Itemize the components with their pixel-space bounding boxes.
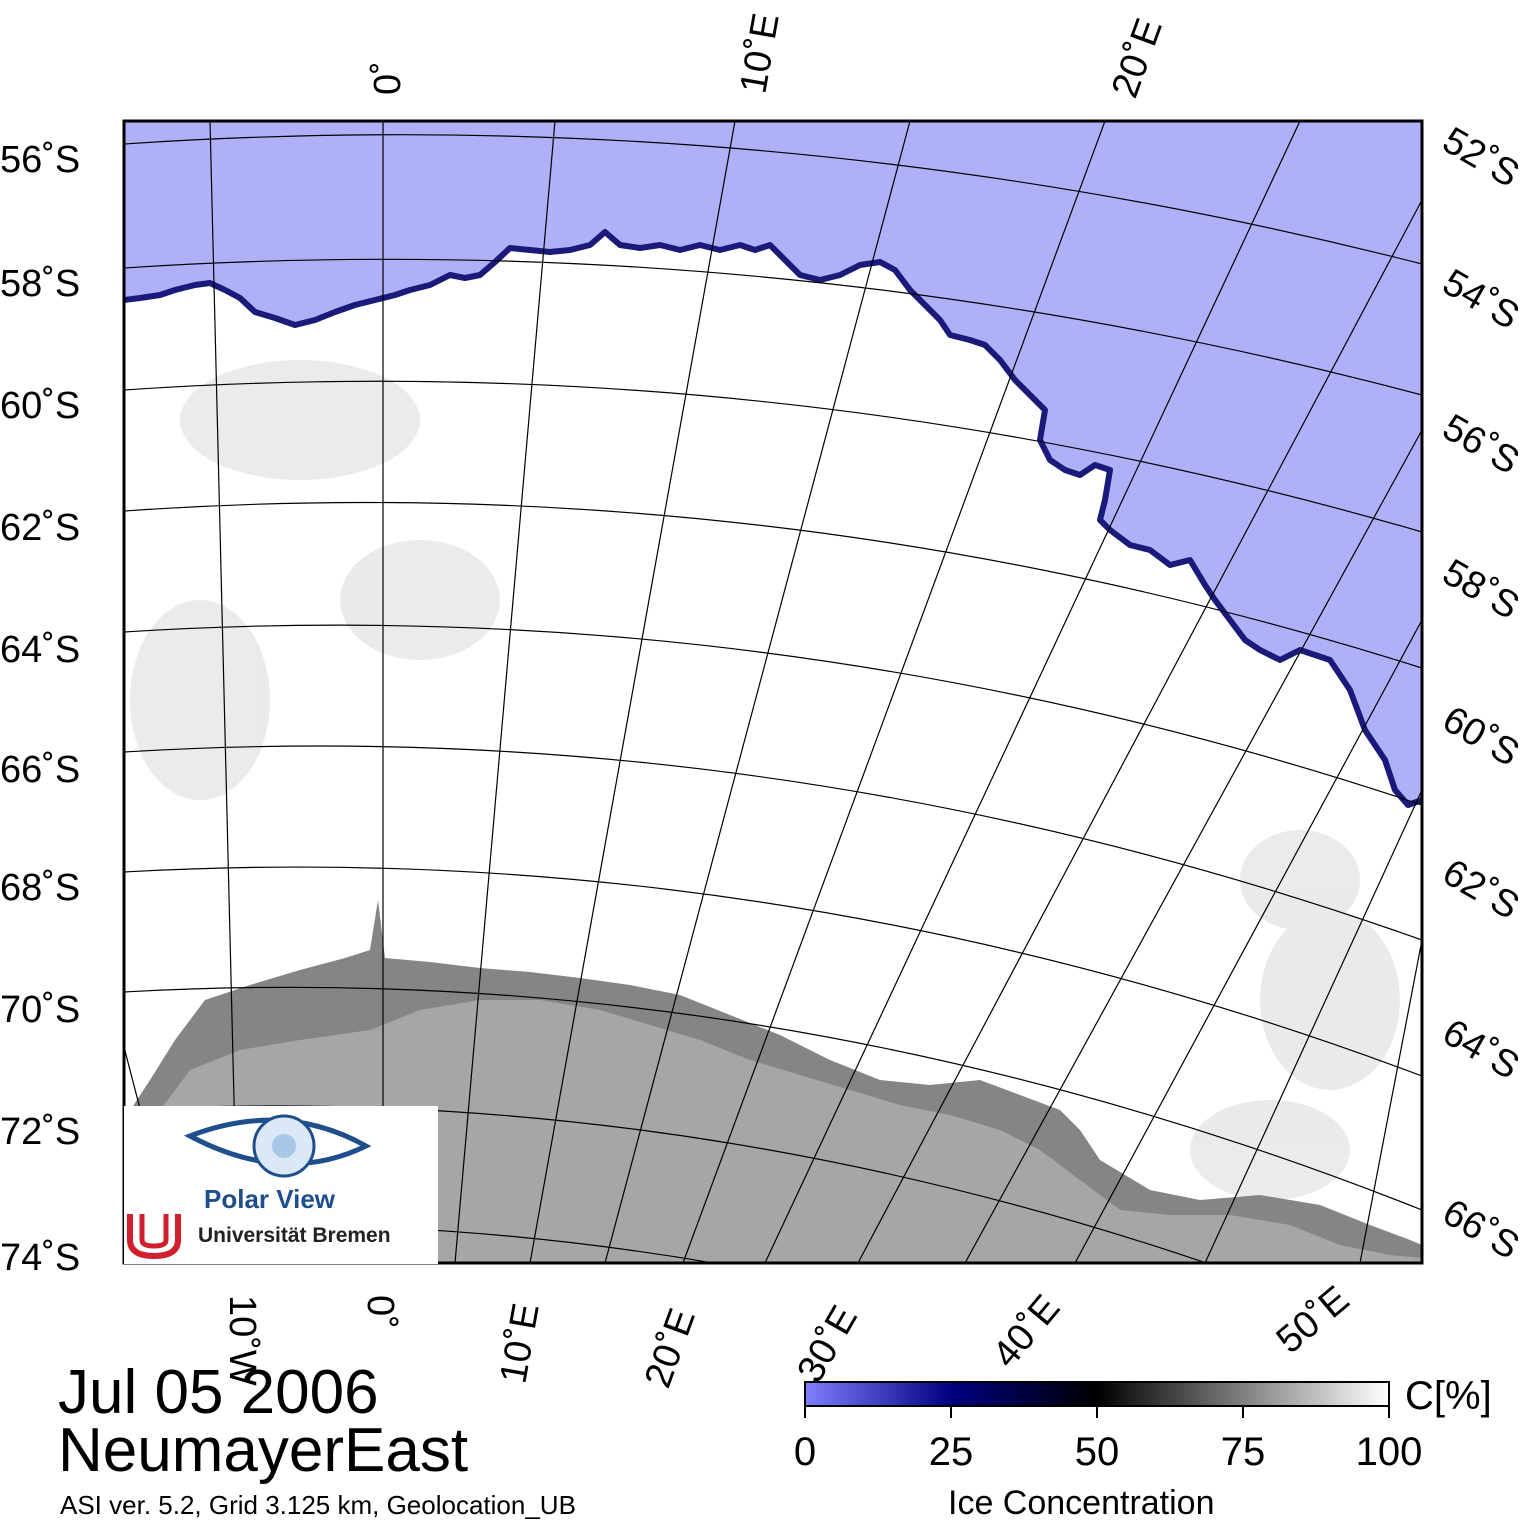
- university-bremen-logo-icon: [127, 1214, 181, 1260]
- lon-label-bottom: 10˚E: [493, 1300, 548, 1386]
- map-frame: [122, 119, 1424, 1265]
- colorbar-gradient: [804, 1381, 1390, 1407]
- sea-ice-texture: [130, 360, 1400, 1200]
- logo-polar-view-text: Polar View: [204, 1184, 336, 1214]
- logo-university-text: Universität Bremen: [198, 1224, 391, 1247]
- parallel-66S: [124, 745, 1422, 941]
- lat-label-left: 72˚S: [0, 1111, 80, 1153]
- colorbar-tick-label: 0: [793, 1430, 817, 1474]
- lat-label-right: 56˚S: [1436, 406, 1527, 483]
- meridian-30E: [857, 199, 1422, 1263]
- map-area: [124, 121, 1422, 1263]
- bottom-lon-labels: 10˚W 0˚ 10˚E 20˚E 30˚E 40˚E 50˚E: [221, 1278, 1357, 1393]
- parallel-64S: [124, 624, 1422, 806]
- open-water-region: [124, 121, 1422, 805]
- map-region: NeumayerEast: [58, 1416, 469, 1485]
- lat-label-right: 66˚S: [1436, 1191, 1527, 1268]
- colorbar: [804, 1381, 1390, 1418]
- lon-label-top: 0˚: [367, 61, 409, 95]
- colorbar-tick-label: 25: [928, 1430, 974, 1474]
- colorbar-tick-label: 75: [1220, 1430, 1266, 1474]
- parallel-58S: [124, 258, 1422, 396]
- colorbar-tick-label: 50: [1074, 1430, 1120, 1474]
- meridian-45E: [1204, 789, 1422, 1263]
- lon-label-bottom: 40˚E: [985, 1287, 1069, 1375]
- meridian-35E: [964, 429, 1422, 1263]
- lat-label-left: 60˚S: [0, 385, 80, 427]
- lat-label-right: 54˚S: [1436, 261, 1527, 338]
- lon-label-bottom: 0˚: [359, 1295, 401, 1329]
- lat-label-right: 62˚S: [1436, 851, 1527, 928]
- lat-label-left: 70˚S: [0, 989, 80, 1031]
- meridian-5E: [454, 121, 556, 1263]
- meridian-15E: [604, 121, 911, 1263]
- lat-label-right: 64˚S: [1436, 1011, 1527, 1088]
- parallel-56S: [124, 134, 1422, 265]
- ice-edge: [124, 229, 1422, 808]
- meridian-25E: [764, 121, 1301, 1263]
- lon-label-bottom: 10˚W: [221, 1295, 263, 1386]
- lat-label-left: 56˚S: [0, 139, 80, 181]
- map-footnote: ASI ver. 5.2, Grid 3.125 km, Geolocation…: [60, 1490, 576, 1520]
- lat-label-right: 52˚S: [1436, 119, 1527, 196]
- meridian-40E: [1074, 619, 1422, 1263]
- top-lon-labels: 0˚ 10˚E 20˚E: [367, 10, 1171, 103]
- lat-label-right: 60˚S: [1436, 698, 1527, 775]
- parallel-70S: [124, 986, 1422, 1211]
- lon-label-bottom: 50˚E: [1269, 1278, 1357, 1362]
- lat-label-left: 62˚S: [0, 507, 80, 549]
- lat-label-left: 68˚S: [0, 867, 80, 909]
- lat-label-right: 58˚S: [1436, 551, 1527, 628]
- polar-view-logo: Polar View Universität Bremen: [124, 1106, 438, 1264]
- graticule: [124, 121, 1422, 1263]
- lon-label-top: 20˚E: [1104, 13, 1171, 103]
- parallel-60S: [124, 380, 1422, 533]
- map-date: Jul 05 2006: [58, 1358, 379, 1427]
- meridian-50E: [1359, 939, 1422, 1263]
- lon-label-top: 10˚E: [733, 10, 788, 96]
- colorbar-tick-label: 100: [1355, 1430, 1423, 1474]
- lat-label-left: 74˚S: [0, 1237, 80, 1279]
- colorbar-title: Ice Concentration: [948, 1484, 1215, 1522]
- parallel-68S: [124, 866, 1422, 1077]
- right-lat-labels: 52˚S 54˚S 56˚S 58˚S 60˚S 62˚S 64˚S 66˚S: [1436, 119, 1527, 1268]
- left-lat-labels: 56˚S 58˚S 60˚S 62˚S 64˚S 66˚S 68˚S 70˚S …: [0, 139, 80, 1279]
- lon-label-bottom: 30˚E: [789, 1299, 866, 1390]
- lat-label-left: 64˚S: [0, 629, 80, 671]
- meridian-10W: [209, 121, 239, 1263]
- lon-label-bottom: 20˚E: [637, 1303, 704, 1393]
- meridian-10E: [529, 121, 736, 1263]
- colorbar-unit: C[%]: [1405, 1374, 1492, 1418]
- meridian-20E: [682, 121, 1106, 1263]
- lat-label-left: 66˚S: [0, 749, 80, 791]
- lat-label-left: 58˚S: [0, 263, 80, 305]
- antarctic-continent: [124, 1000, 1422, 1263]
- eye-icon: [183, 1114, 372, 1178]
- parallel-62S: [124, 501, 1422, 669]
